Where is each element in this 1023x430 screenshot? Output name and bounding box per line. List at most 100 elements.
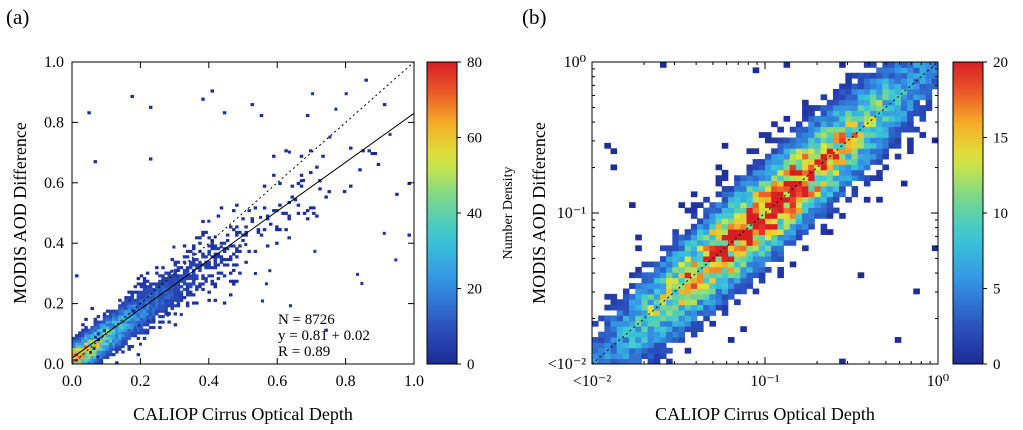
density-cell (882, 164, 889, 171)
density-cell (115, 323, 119, 327)
density-cell (907, 83, 914, 90)
x-axis-label: CALIOP Cirrus Optical Depth (655, 404, 875, 424)
density-cell (188, 285, 193, 289)
density-cell (188, 249, 193, 253)
density-cell (136, 290, 141, 294)
density-cell (629, 304, 636, 311)
density-cell (863, 126, 871, 133)
density-cell (703, 310, 710, 316)
density-cell (690, 239, 698, 246)
density-cell (142, 285, 147, 289)
density-cell (166, 313, 170, 317)
density-cell (709, 272, 716, 279)
density-cell (672, 304, 679, 311)
density-cell (826, 175, 834, 182)
density-cell (746, 207, 754, 214)
density-cell (629, 337, 636, 343)
density-cell (616, 331, 624, 338)
density-cell (139, 309, 144, 313)
density-cell (783, 229, 791, 235)
density-cell (176, 304, 181, 308)
density-cell (814, 169, 822, 176)
density-cell (268, 269, 272, 273)
density-cell (863, 121, 871, 128)
density-cell (207, 290, 211, 294)
density-cell (709, 250, 716, 257)
density-cell (672, 229, 679, 235)
density-cell (87, 353, 91, 357)
density-cell (703, 196, 710, 203)
density-cell (666, 304, 673, 311)
density-cell (863, 115, 871, 122)
density-cell (808, 110, 815, 117)
density-cell (105, 325, 110, 330)
density-cell (158, 298, 162, 302)
density-cell (721, 250, 729, 257)
density-cell (672, 283, 679, 289)
density-cell (802, 229, 809, 235)
density-cell (185, 287, 190, 292)
density-cell (207, 263, 211, 267)
density-cell (666, 261, 673, 268)
density-cell (641, 293, 649, 300)
density-cell (876, 137, 883, 144)
density-cell (765, 180, 772, 187)
density-cell (327, 190, 331, 194)
density-cell (783, 148, 791, 155)
density-cell (610, 293, 618, 300)
density-cell (225, 263, 230, 267)
density-cell (826, 207, 834, 214)
density-cell (820, 169, 828, 176)
density-cell (84, 347, 88, 351)
density-cell (734, 218, 741, 225)
density-cell (845, 169, 852, 176)
density-cell (647, 315, 655, 322)
density-cell (170, 298, 174, 302)
density-cell (616, 342, 624, 349)
density-cell (604, 353, 611, 360)
density-cell (851, 159, 859, 165)
density-cell (647, 283, 655, 289)
density-cell (715, 272, 723, 279)
density-cell (851, 164, 859, 171)
density-cell (137, 324, 141, 328)
density-cell (919, 110, 927, 117)
density-cell (863, 175, 871, 182)
density-cell (826, 196, 834, 203)
density-cell (845, 78, 852, 84)
panel-label: (b) (522, 5, 547, 29)
density-cell (808, 191, 815, 198)
density-cell (721, 218, 729, 225)
density-cell (876, 83, 883, 90)
density-cell (802, 99, 809, 106)
density-cell (795, 159, 803, 165)
density-cell (727, 191, 735, 198)
density-cell (142, 309, 147, 313)
density-cell (161, 301, 165, 305)
density-cell (666, 326, 673, 333)
density-cell (802, 115, 809, 122)
density-cell (814, 180, 822, 187)
density-cell (678, 250, 686, 257)
density-cell (130, 325, 134, 330)
density-cell (139, 290, 144, 294)
density-cell (622, 299, 630, 306)
density-cell (678, 256, 686, 262)
density-cell (771, 148, 778, 155)
density-cell (802, 202, 809, 209)
colorbar-tick-label: 5 (993, 282, 1001, 298)
density-cell (802, 213, 809, 219)
density-cell (158, 290, 162, 294)
density-cell (161, 320, 165, 324)
density-cell (87, 331, 91, 335)
density-cell (158, 282, 162, 286)
density-cell (777, 207, 784, 214)
density-cell (115, 315, 119, 319)
density-cell (765, 207, 772, 214)
density-cell (213, 266, 218, 270)
density-cell (133, 306, 138, 311)
density-cell (870, 153, 877, 160)
density-cell (142, 296, 147, 300)
density-cell (173, 304, 178, 308)
density-cell (610, 299, 618, 306)
